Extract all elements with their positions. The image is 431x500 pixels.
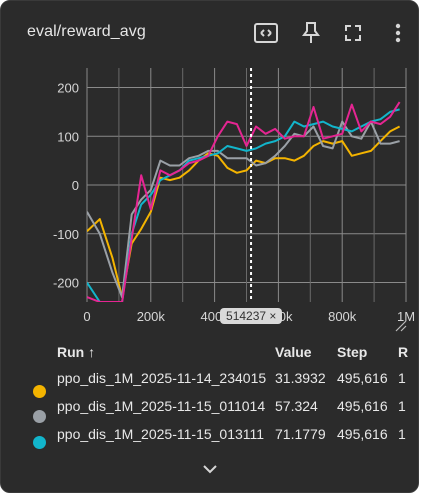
table-header: Run ↑ Value Step R (1, 336, 418, 366)
table-row[interactable]: ppo_dis_1M_2025-11-14_234015 31.3932 495… (1, 366, 418, 398)
step-column-header[interactable]: Step (337, 344, 368, 360)
hover-step-chip: 514237 × (220, 308, 283, 324)
line-chart[interactable]: -200-10001002000200k400k600k800k1M 51423… (1, 61, 419, 336)
scalar-card: eval/reward_avg -200 -100 0 100 2 (0, 0, 419, 493)
series-line (87, 125, 401, 299)
run-step: 495,616 (337, 426, 388, 442)
run-relative: 1 (398, 426, 406, 442)
x-tick-label: 1M (397, 309, 415, 324)
fullscreen-icon (345, 25, 361, 41)
y-tick-label: 100 (57, 129, 79, 144)
series-line (87, 108, 400, 302)
run-relative: 1 (398, 398, 406, 414)
run-step: 495,616 (337, 370, 388, 386)
run-color-dot (33, 436, 46, 449)
hover-close-icon[interactable]: × (269, 309, 277, 323)
run-name: ppo_dis_1M_2025-11-15_013111 (57, 426, 265, 442)
y-tick-label: -100 (53, 227, 79, 242)
fit-domain-icon (254, 23, 278, 43)
fullscreen-button[interactable] (339, 19, 367, 47)
more-vert-icon (395, 23, 401, 43)
card-title: eval/reward_avg (27, 23, 146, 40)
run-relative: 1 (398, 370, 406, 386)
fit-domain-button[interactable] (252, 19, 280, 47)
table-row[interactable]: ppo_dis_1M_2025-11-15_013111 71.1779 495… (1, 422, 418, 450)
run-column-header[interactable]: Run ↑ (57, 344, 96, 360)
run-color-dot (33, 410, 46, 423)
run-value: 57.324 (275, 398, 318, 414)
chart-svg[interactable]: -200-10001002000200k400k600k800k1M (1, 61, 419, 336)
relative-column-header[interactable]: R (398, 344, 409, 360)
pin-icon (302, 22, 320, 43)
x-tick-label: 0 (83, 309, 90, 324)
pin-button[interactable] (297, 19, 325, 47)
x-tick-label: 800k (328, 309, 357, 324)
x-tick-label: 200k (137, 309, 166, 324)
run-table: Run ↑ Value Step R ppo_dis_1M_2025-11-14… (1, 336, 418, 449)
run-step: 495,616 (337, 398, 388, 414)
y-tick-label: 200 (57, 81, 79, 96)
table-row[interactable]: ppo_dis_1M_2025-11-15_011014 57.324 495,… (1, 394, 418, 423)
value-column-header[interactable]: Value (275, 344, 312, 360)
y-tick-label: -200 (53, 276, 79, 291)
y-tick-label: 0 (72, 178, 79, 193)
run-value: 31.3932 (275, 370, 326, 386)
run-name: ppo_dis_1M_2025-11-14_234015 (57, 370, 267, 386)
chevron-down-icon (202, 465, 217, 474)
more-options-button[interactable] (384, 19, 412, 47)
card-header: eval/reward_avg (1, 1, 418, 65)
run-value: 71.1779 (275, 426, 326, 442)
expand-table-button[interactable] (1, 456, 418, 482)
hover-step-label: 514237 (226, 309, 267, 323)
series-line (87, 101, 401, 302)
resize-handle-icon (395, 320, 407, 332)
run-color-dot (33, 385, 46, 398)
run-name: ppo_dis_1M_2025-11-15_011014 (57, 398, 266, 414)
